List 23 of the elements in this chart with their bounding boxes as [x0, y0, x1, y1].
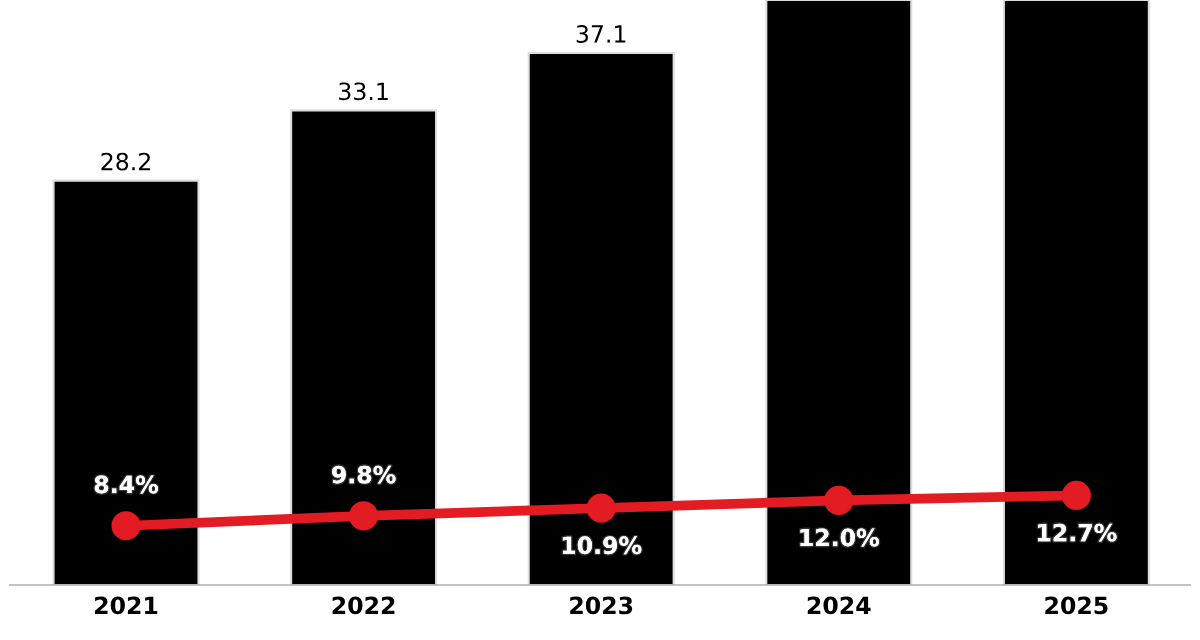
data-label: 33.1	[339, 82, 388, 101]
data-label: 8.4%	[94, 475, 159, 494]
bar	[290, 109, 438, 585]
data-label: 37.1	[576, 25, 626, 43]
x-tick-label: 2025	[1045, 596, 1108, 615]
data-label: 12.7%	[1038, 523, 1117, 542]
bar	[527, 52, 675, 585]
x-tick-label: 2022	[332, 596, 395, 615]
bar	[1002, 0, 1150, 585]
data-label: 10.9%	[562, 536, 642, 555]
point	[586, 493, 616, 523]
point	[349, 501, 379, 531]
bar	[765, 0, 913, 585]
point	[111, 511, 141, 541]
x-tick-label: 2021	[95, 596, 158, 615]
x-tick-label: 2023	[570, 596, 633, 615]
data-label: 12.0%	[800, 528, 879, 547]
data-label: 9.8%	[332, 465, 396, 484]
point	[1061, 480, 1091, 511]
x-tick-label: 2024	[807, 596, 871, 615]
data-label: 28.2	[101, 152, 150, 171]
bar	[52, 179, 200, 585]
point	[824, 485, 854, 515]
